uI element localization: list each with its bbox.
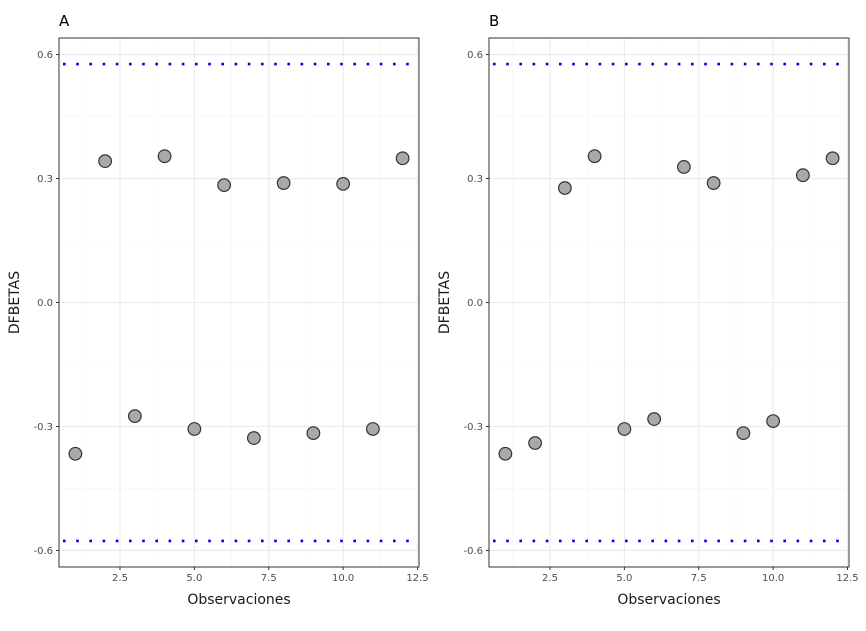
y-tick-label: 0.3 bbox=[37, 174, 53, 185]
x-axis-label: Observaciones bbox=[617, 592, 720, 608]
y-tick-label: -0.6 bbox=[463, 546, 483, 557]
x-tick-label: 2.5 bbox=[112, 573, 128, 584]
data-point bbox=[365, 422, 380, 436]
x-tick-label: 12.5 bbox=[406, 573, 428, 584]
data-point bbox=[98, 154, 113, 169]
data-point bbox=[587, 149, 602, 164]
data-point bbox=[528, 436, 543, 450]
panel-a: 2.5 5.0 7.5 10.0 12.5 -0.6 -0.3 0.0 0.3 0.6 Observ… bbox=[7, 12, 428, 608]
data-point bbox=[68, 446, 83, 461]
data-point bbox=[795, 168, 810, 183]
y-tick-label: 0.6 bbox=[467, 50, 483, 61]
x-tick-label: 5.0 bbox=[186, 573, 202, 584]
data-point bbox=[306, 426, 321, 440]
data-point bbox=[498, 446, 513, 461]
data-point bbox=[336, 176, 351, 191]
x-tick-label: 7.5 bbox=[261, 573, 277, 584]
data-point bbox=[676, 160, 691, 174]
y-axis-label: DFBETAS bbox=[437, 271, 453, 334]
data-point bbox=[647, 412, 662, 426]
data-point bbox=[766, 414, 781, 429]
data-point bbox=[617, 422, 632, 436]
x-tick-label: 7.5 bbox=[691, 573, 707, 584]
panel-b: 2.5 5.0 7.5 10.0 12.5 -0.6 -0.3 0.0 0.3 0.6 Observ… bbox=[437, 12, 859, 608]
y-tick-label: 0.0 bbox=[37, 298, 53, 309]
x-tick-label: 10.0 bbox=[762, 573, 784, 584]
x-tick-label: 12.5 bbox=[836, 573, 858, 584]
y-tick-label: 0.6 bbox=[37, 50, 53, 61]
y-tick-label: 0.3 bbox=[467, 174, 483, 185]
data-point bbox=[736, 426, 751, 440]
data-point bbox=[217, 178, 232, 193]
data-point bbox=[706, 176, 721, 190]
x-tick-label: 10.0 bbox=[332, 573, 354, 584]
x-tick-label: 2.5 bbox=[542, 573, 558, 584]
data-point bbox=[276, 176, 291, 190]
data-point bbox=[557, 181, 572, 195]
y-tick-label: 0.0 bbox=[467, 298, 483, 309]
data-point bbox=[825, 151, 840, 166]
data-point bbox=[127, 409, 142, 424]
y-tick-label: -0.3 bbox=[33, 422, 53, 433]
x-axis-label: Observaciones bbox=[187, 592, 290, 608]
panel-title: A bbox=[59, 12, 70, 30]
data-point bbox=[246, 431, 261, 445]
data-point bbox=[395, 151, 410, 166]
x-tick-label: 5.0 bbox=[616, 573, 632, 584]
data-point bbox=[187, 422, 202, 436]
y-tick-label: -0.3 bbox=[463, 422, 483, 433]
y-tick-label: -0.6 bbox=[33, 546, 53, 557]
panel-title: B bbox=[489, 12, 499, 30]
y-axis-label: DFBETAS bbox=[7, 271, 23, 334]
data-point bbox=[157, 149, 172, 164]
